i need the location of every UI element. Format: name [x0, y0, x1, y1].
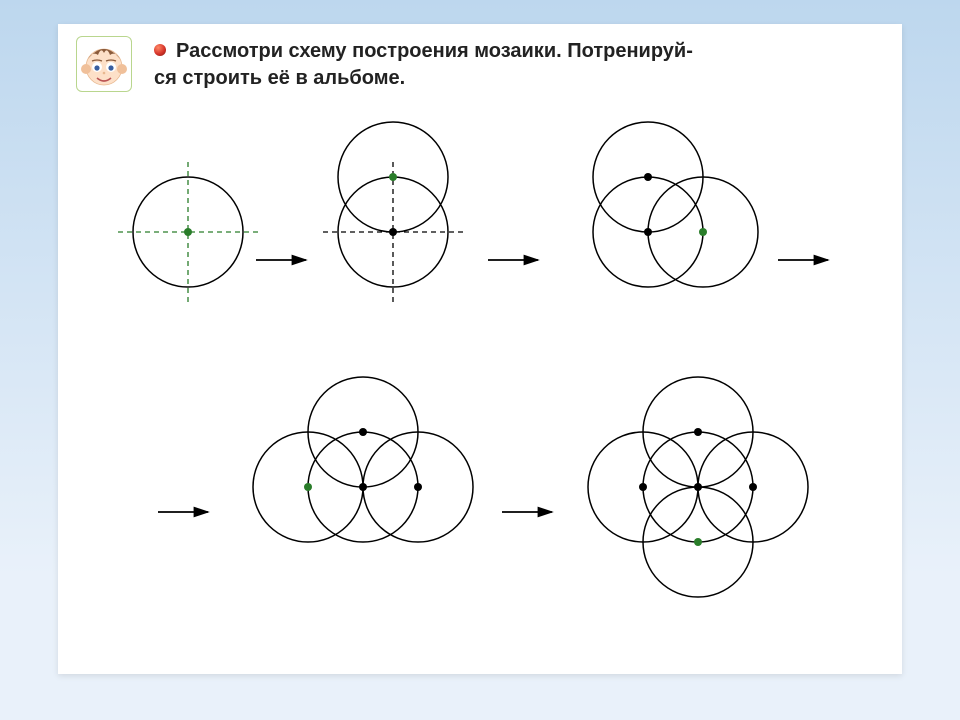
step2	[323, 122, 463, 302]
center-dot	[699, 228, 707, 236]
center-dot	[694, 483, 702, 491]
avatar-boy-icon	[77, 37, 131, 91]
step3	[593, 122, 758, 287]
paper: Рассмотри схему построения мозаики. Потр…	[58, 24, 902, 674]
center-dot	[749, 483, 757, 491]
center-dot	[639, 483, 647, 491]
bullet-icon	[154, 44, 166, 56]
instruction-text: Рассмотри схему построения мозаики. Потр…	[154, 36, 693, 92]
center-dot	[694, 538, 702, 546]
step5	[588, 377, 808, 597]
instruction-line2: ся строить её в альбоме.	[154, 67, 405, 89]
center-dot	[644, 173, 652, 181]
center-dot	[359, 483, 367, 491]
center-dot	[694, 428, 702, 436]
center-dot	[389, 173, 397, 181]
center-dot	[389, 228, 397, 236]
step1	[118, 162, 258, 302]
center-dot	[359, 428, 367, 436]
center-dot	[304, 483, 312, 491]
center-dot	[184, 228, 192, 236]
mosaic-diagram	[58, 112, 902, 672]
avatar-box	[76, 36, 132, 92]
center-dot	[414, 483, 422, 491]
step4	[253, 377, 473, 542]
center-dot	[644, 228, 652, 236]
header: Рассмотри схему построения мозаики. Потр…	[58, 24, 902, 92]
instruction-line1: Рассмотри схему построения мозаики. Потр…	[176, 40, 693, 62]
diagram	[58, 112, 902, 672]
